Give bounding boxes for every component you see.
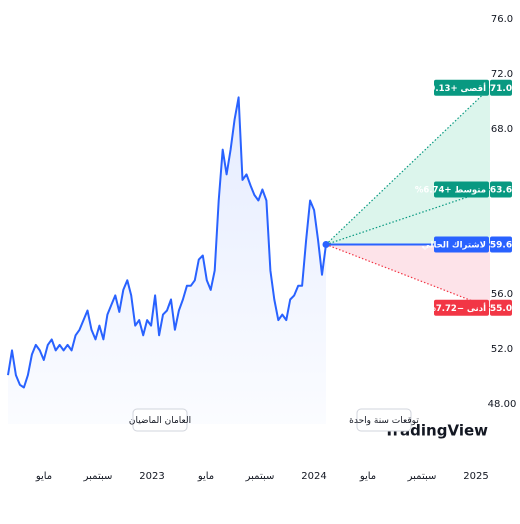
forecast-line [325,243,491,309]
area [8,97,326,425]
forecast-line [325,188,491,246]
y-tick-label: 56.0 [491,289,513,300]
x-tick-label: سبتمبر [407,471,437,482]
y-tick-label: 48.00 [488,399,517,410]
x-tick-label: سبتمبر [83,471,113,482]
period-box [356,408,412,432]
period-label: توقعات سنة واحدة [349,416,419,426]
forecast-line [325,87,491,245]
price-line [7,96,327,389]
x-tick-label: 2025 [463,471,488,482]
x-tick-label: مايو [359,471,376,482]
badge-value: 55.0 [490,304,512,314]
y-tick-label: 76.0 [491,14,513,25]
badge-label-bg [434,299,489,316]
y-tick-label: 52.0 [491,344,513,355]
badge-label-bg [434,236,489,253]
badge-value: 71.0 [490,84,512,94]
badge-label: أدنى −7.72% [427,302,486,314]
y-tick-label: 68.0 [491,124,513,135]
badge-label-bg [434,79,489,96]
y-tick-label: 72.0 [491,69,513,80]
period-label: العامان الماضيان [129,416,191,426]
x-tick-label: 2024 [301,471,326,482]
badge-label-bg [434,181,489,198]
current-point [322,241,330,248]
badge-value: 63.6 [490,186,512,196]
badge-value-bg [490,236,512,253]
period-box [132,408,188,432]
badge-value: 59.6 [490,241,512,251]
x-tick-label: مايو [197,471,214,482]
badge-value-bg [490,299,512,316]
x-tick-label: سبتمبر [245,471,275,482]
badge-value-bg [490,79,512,96]
badge-label: لاشتراك الحالي [422,241,486,251]
badge-value-bg [490,181,512,198]
badge-label: متوسط +6.74% [415,186,486,196]
badge-label: أقصى +19.13% [415,82,486,94]
x-tick-label: مايو [35,471,52,482]
x-tick-label: 2023 [139,471,164,482]
